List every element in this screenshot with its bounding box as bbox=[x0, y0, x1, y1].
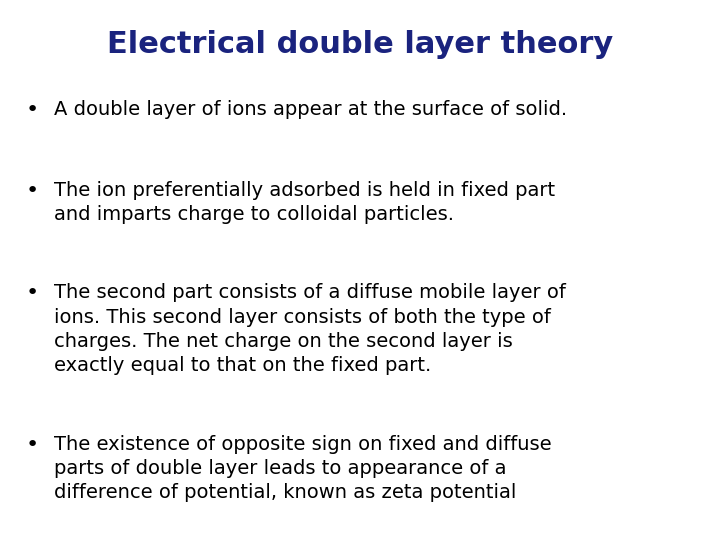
Text: •: • bbox=[26, 435, 39, 455]
Text: The second part consists of a diffuse mobile layer of
ions. This second layer co: The second part consists of a diffuse mo… bbox=[54, 284, 566, 375]
Text: •: • bbox=[26, 100, 39, 120]
Text: Electrical double layer theory: Electrical double layer theory bbox=[107, 30, 613, 59]
Text: A double layer of ions appear at the surface of solid.: A double layer of ions appear at the sur… bbox=[54, 100, 567, 119]
Text: The ion preferentially adsorbed is held in fixed part
and imparts charge to coll: The ion preferentially adsorbed is held … bbox=[54, 181, 555, 224]
Text: The existence of opposite sign on fixed and diffuse
parts of double layer leads : The existence of opposite sign on fixed … bbox=[54, 435, 552, 502]
Text: •: • bbox=[26, 181, 39, 201]
Text: •: • bbox=[26, 284, 39, 303]
